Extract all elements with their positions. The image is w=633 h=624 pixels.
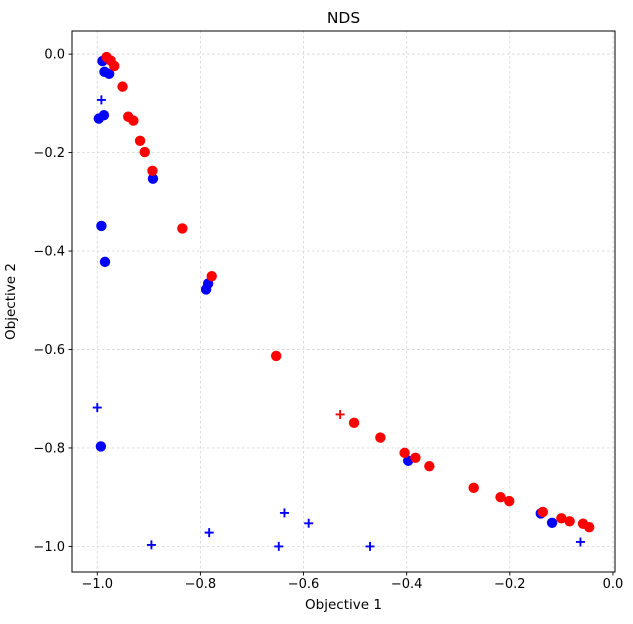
red-circles-point bbox=[495, 491, 506, 503]
red-circles-point bbox=[348, 417, 360, 429]
red-circles-point bbox=[537, 506, 549, 518]
blue-plus-point bbox=[146, 540, 156, 550]
red-plus-point bbox=[335, 409, 345, 419]
blue-plus-point bbox=[279, 508, 289, 518]
blue-circles-point bbox=[546, 517, 558, 528]
y-tick-label: 0.0 bbox=[44, 48, 65, 63]
series-blue-circles bbox=[93, 55, 558, 528]
blue-plus-point bbox=[204, 528, 214, 538]
blue-plus-point bbox=[274, 541, 284, 551]
x-tick-label: −0.8 bbox=[185, 577, 217, 592]
red-circles-point bbox=[504, 495, 515, 507]
blue-circles-point bbox=[95, 441, 107, 452]
red-circles-point bbox=[410, 452, 421, 463]
blue-plus-point bbox=[304, 518, 314, 528]
red-circles-point bbox=[468, 482, 479, 494]
y-tick-label: −0.8 bbox=[33, 441, 65, 456]
tick-labels: −1.0 −0.8 −0.6 −0.4 −0.2 0.0 −1.0 −0.8 −0.6 −0.4 −… bbox=[33, 48, 623, 592]
red-circles-point bbox=[109, 60, 120, 72]
red-circles-point bbox=[564, 516, 575, 527]
red-circles-point bbox=[424, 460, 435, 472]
red-circles-point bbox=[147, 165, 158, 177]
axes-spines bbox=[71, 30, 616, 573]
blue-circles-point bbox=[147, 173, 159, 184]
red-circles-point bbox=[117, 81, 128, 92]
red-circles-point bbox=[556, 513, 567, 524]
series-red-circles bbox=[101, 51, 595, 533]
y-tick-label: −1.0 bbox=[33, 540, 65, 555]
red-circles-point bbox=[375, 432, 386, 443]
plot-generated: −1.0 −0.8 −0.6 −0.4 −0.2 0.0 −1.0 −0.8 −0.6 −0.4 −… bbox=[33, 30, 623, 592]
blue-circles-point bbox=[103, 68, 115, 80]
blue-plus-point bbox=[92, 403, 102, 413]
blue-circles-point bbox=[200, 284, 212, 295]
blue-plus-point bbox=[575, 537, 585, 547]
blue-plus-point bbox=[96, 95, 106, 105]
red-circles-point bbox=[134, 135, 146, 146]
series-red-plus bbox=[335, 409, 345, 419]
red-circles-point bbox=[128, 115, 139, 126]
chart-title: NDS bbox=[327, 9, 360, 27]
x-tick-label: −0.2 bbox=[494, 577, 526, 592]
tick-marks bbox=[68, 53, 614, 576]
blue-circles-point bbox=[98, 109, 110, 121]
red-circles-point bbox=[399, 447, 410, 459]
x-tick-label: −0.4 bbox=[391, 577, 423, 592]
blue-circles-point bbox=[99, 256, 111, 268]
red-circles-point bbox=[584, 522, 595, 533]
blue-circles-point bbox=[96, 220, 107, 232]
blue-plus-point bbox=[365, 541, 375, 551]
y-tick-label: −0.4 bbox=[33, 245, 65, 260]
x-tick-label: 0.0 bbox=[603, 577, 624, 592]
red-circles-point bbox=[271, 350, 282, 362]
x-tick-label: −0.6 bbox=[288, 577, 320, 592]
gridlines bbox=[72, 31, 615, 572]
x-axis-label: Objective 1 bbox=[305, 597, 382, 613]
red-circles-point bbox=[177, 223, 188, 234]
series-blue-plus bbox=[92, 95, 585, 551]
red-circles-point bbox=[139, 146, 150, 158]
y-tick-label: −0.6 bbox=[33, 343, 65, 358]
y-tick-label: −0.2 bbox=[33, 146, 65, 161]
y-axis-label: Objective 2 bbox=[3, 263, 19, 340]
x-tick-label: −1.0 bbox=[81, 577, 113, 592]
red-circles-point bbox=[206, 270, 217, 282]
